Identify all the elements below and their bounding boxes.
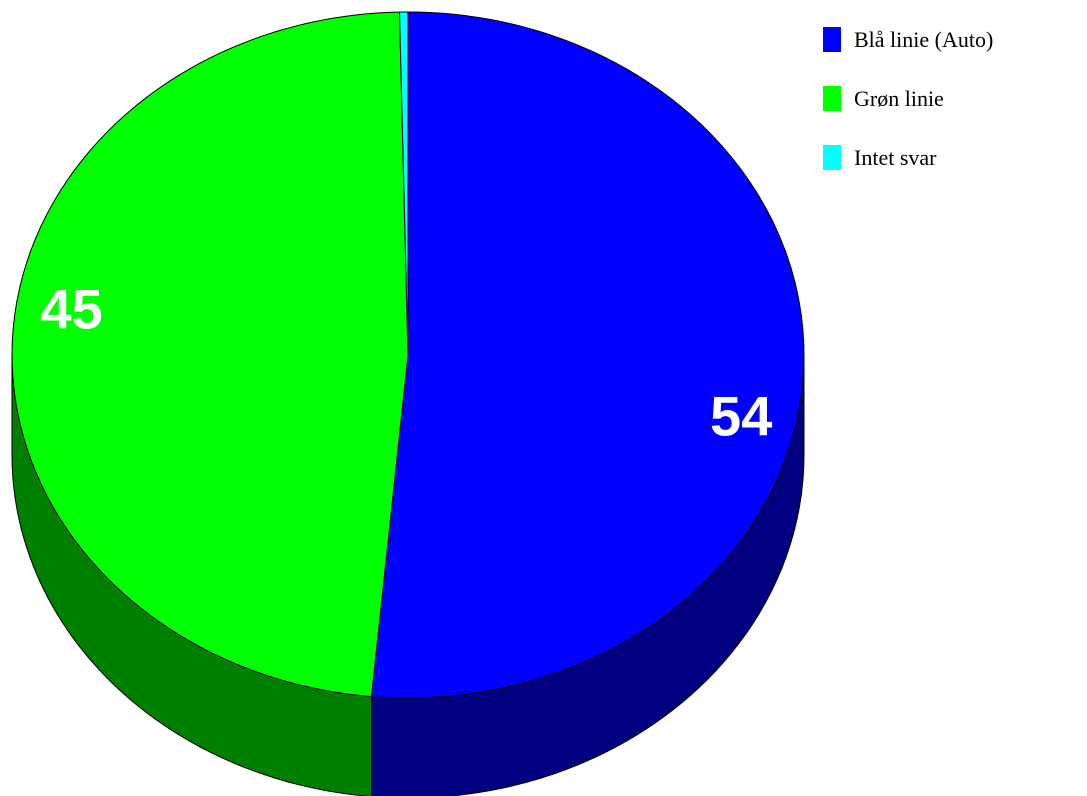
legend-swatch-1 xyxy=(823,27,841,52)
pie-data-labels: 54 45 xyxy=(40,278,772,448)
legend-swatch-2 xyxy=(823,86,841,111)
pie-slice-2 xyxy=(11,11,409,698)
data-label-1: 54 xyxy=(710,384,772,447)
legend-swatch-3 xyxy=(823,145,841,170)
legend-label-2: Grøn linie xyxy=(854,86,944,111)
pie-slices xyxy=(11,11,805,699)
legend-label-1: Blå linie (Auto) xyxy=(854,27,993,52)
pie-slice-3 xyxy=(398,11,409,356)
pie-slice-1 xyxy=(370,11,805,699)
legend: Blå linie (Auto) Grøn linie Intet svar xyxy=(823,27,993,170)
legend-label-3: Intet svar xyxy=(854,145,937,170)
data-label-2: 45 xyxy=(40,278,102,341)
